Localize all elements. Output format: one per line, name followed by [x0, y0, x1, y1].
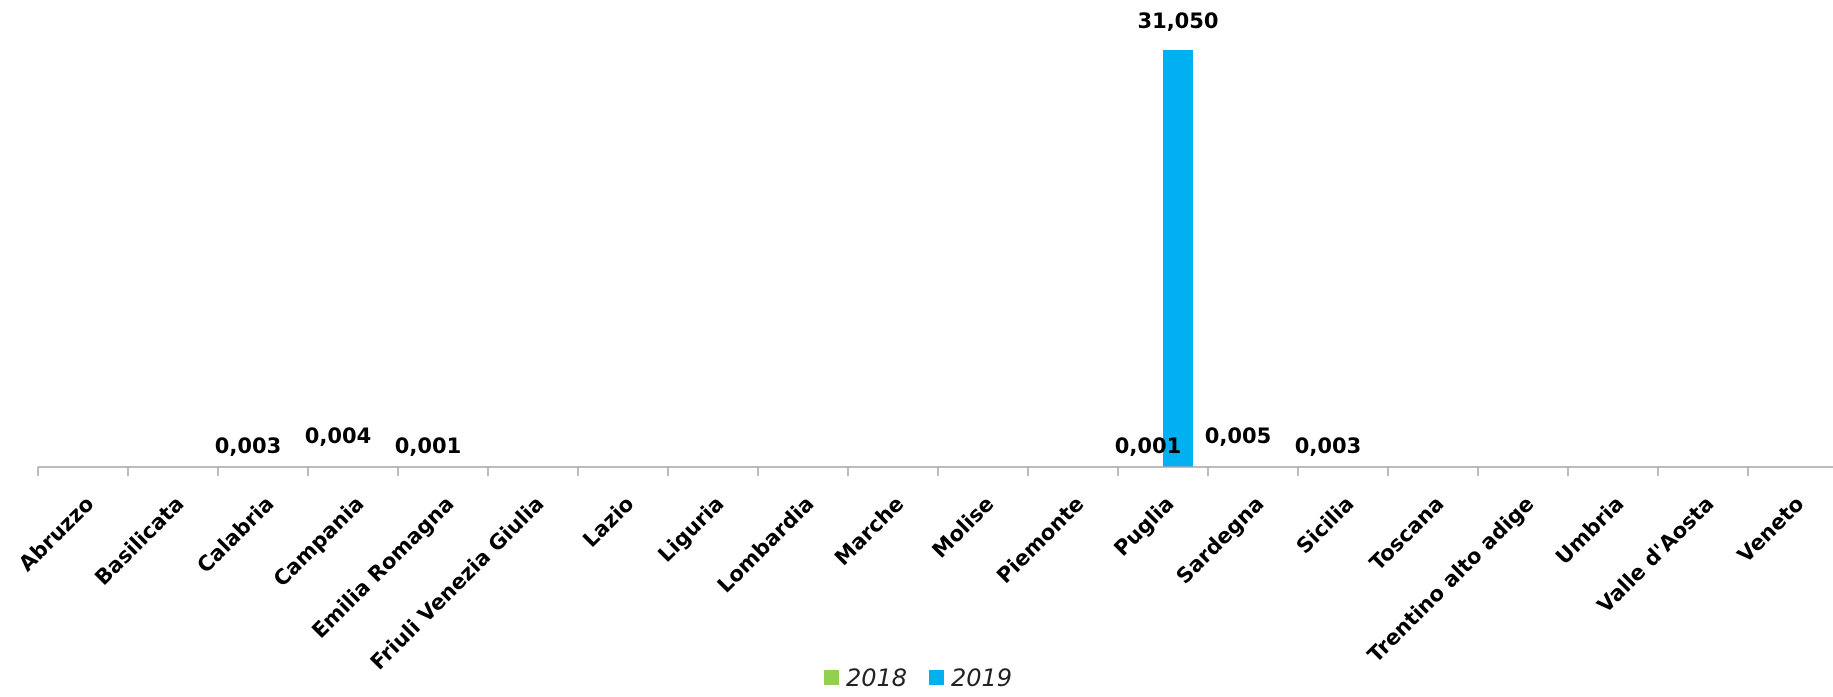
category-label: Veneto — [1733, 492, 1809, 568]
bars-layer — [233, 50, 1343, 467]
category-label: Basilicata — [90, 492, 188, 590]
legend-swatch — [824, 670, 839, 685]
data-label-2018: 0,003 — [1295, 434, 1361, 458]
category-label: Friuli Venezia Giulia — [366, 492, 549, 675]
data-label-2018: 0,003 — [215, 434, 281, 458]
category-label: Abruzzo — [14, 492, 98, 576]
category-label: Trentino alto adige — [1363, 492, 1539, 668]
category-label: Marche — [830, 492, 909, 571]
data-label-2019: 31,050 — [1137, 9, 1218, 33]
x-axis-ticks — [38, 467, 1748, 476]
category-label: Sardegna — [1172, 492, 1269, 589]
category-label: Calabria — [192, 492, 278, 578]
legend-swatch — [929, 670, 944, 685]
data-label-2018: 0,001 — [395, 434, 461, 458]
bar-2019 — [1163, 50, 1193, 467]
category-label: Campania — [269, 492, 369, 592]
data-label-2018: 0,005 — [1205, 424, 1271, 448]
data-label-2018: 0,001 — [1115, 434, 1181, 458]
category-label: Toscana — [1365, 492, 1449, 576]
category-label: Sicilia — [1292, 492, 1359, 559]
category-label: Molise — [927, 492, 998, 563]
category-label: Piemonte — [992, 492, 1088, 588]
legend: 2018 2019 — [824, 664, 1012, 692]
category-label: Puglia — [1109, 492, 1178, 561]
legend-label: 2018 — [846, 664, 907, 692]
category-label: Lombardia — [713, 492, 819, 598]
data-label-2018: 0,004 — [305, 424, 371, 448]
category-label: Lazio — [578, 492, 638, 552]
category-label: Umbria — [1551, 492, 1629, 570]
category-label: Liguria — [653, 492, 728, 567]
legend-label: 2019 — [951, 664, 1012, 692]
